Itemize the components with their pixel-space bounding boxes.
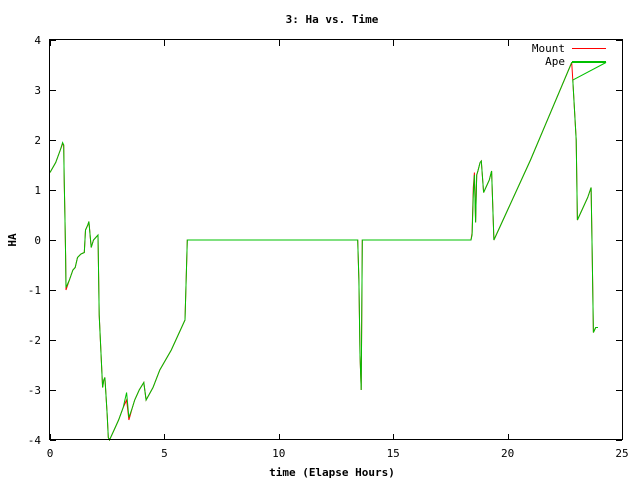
y-axis-label: HA: [6, 233, 19, 247]
y-tick-label: -4: [28, 434, 42, 447]
x-tick-label: 15: [387, 447, 400, 460]
x-tick-label: 20: [501, 447, 514, 460]
y-tick-label: 3: [34, 84, 41, 97]
plot-frame: [49, 39, 623, 440]
y-tick-label: -3: [28, 384, 41, 397]
x-tick-label: 25: [615, 447, 628, 460]
x-tick-label: 10: [272, 447, 285, 460]
legend-label-mount: Mount: [532, 42, 565, 55]
y-tick-label: -2: [28, 334, 41, 347]
axis-ticks: 0 5 10 15 20 25 -4 -3 -2 -1 0 1 2 3 4: [28, 34, 629, 460]
y-tick-label: 1: [34, 184, 41, 197]
x-tick-label: 5: [161, 447, 168, 460]
x-tick-label: 0: [47, 447, 54, 460]
y-tick-label: 0: [34, 234, 41, 247]
y-axis-label-group: HA: [6, 233, 19, 247]
y-tick-label: 2: [34, 134, 41, 147]
x-axis-label: time (Elapse Hours): [269, 466, 395, 479]
legend-label-ape: Ape: [545, 55, 565, 68]
series-line-mount: [49, 62, 598, 442]
y-tick-label: 4: [34, 34, 41, 47]
series-line-ape: [49, 62, 607, 442]
chart-title: 3: Ha vs. Time: [286, 13, 379, 26]
y-tick-label: -1: [28, 284, 41, 297]
series-layer: [49, 62, 607, 442]
